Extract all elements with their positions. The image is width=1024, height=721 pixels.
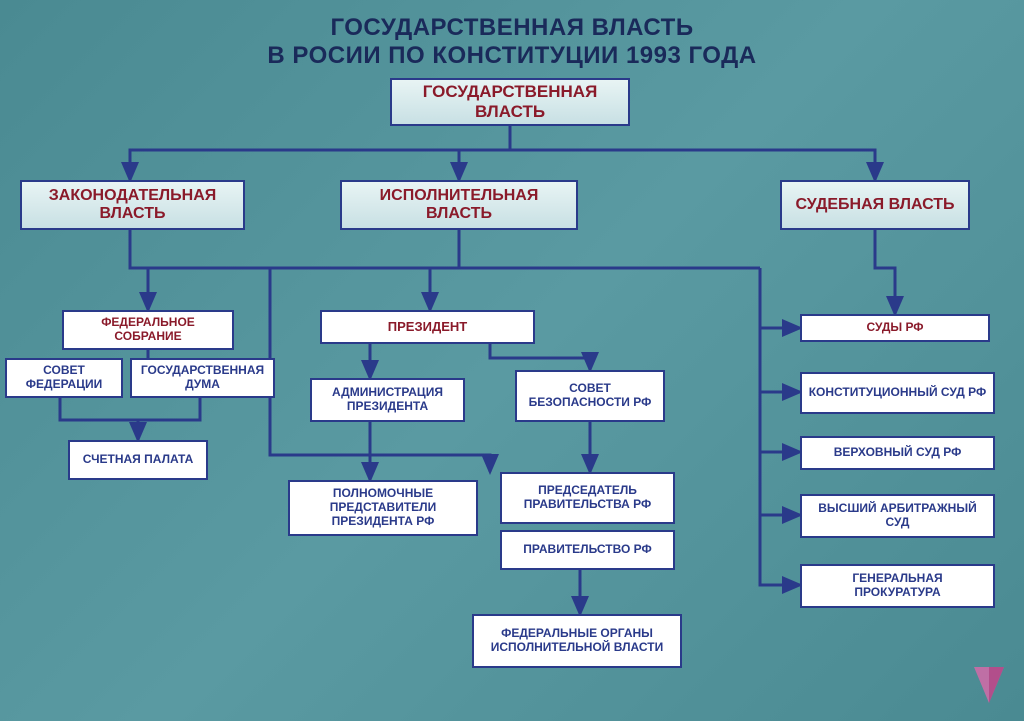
edge-16 [760, 328, 800, 392]
edge-3 [130, 230, 148, 310]
node-audit: СЧЕТНАЯ ПАЛАТА [68, 440, 208, 480]
node-courts: СУДЫ РФ [800, 314, 990, 342]
node-arbitration: ВЫСШИЙ АРБИТРАЖНЫЙ СУД [800, 494, 995, 538]
node-supreme: ВЕРХОВНЫЙ СУД РФ [800, 436, 995, 470]
node-fed_organs: ФЕДЕРАЛЬНЫЕ ОРГАНЫ ИСПОЛНИТЕЛЬНОЙ ВЛАСТИ [472, 614, 682, 668]
node-sovfed: СОВЕТ ФЕДЕРАЦИИ [5, 358, 123, 398]
edge-5 [875, 230, 895, 314]
title-line-2: В РОСИИ ПО КОНСТИТУЦИИ 1993 ГОДА [0, 42, 1024, 70]
node-fed_assembly: ФЕДЕРАЛЬНОЕ СОБРАНИЕ [62, 310, 234, 350]
edge-10 [490, 344, 590, 370]
edge-8 [138, 398, 200, 420]
edge-14 [270, 268, 490, 472]
node-const_court: КОНСТИТУЦИОННЫЙ СУД РФ [800, 372, 995, 414]
title-line-1: ГОСУДАРСТВЕННАЯ ВЛАСТЬ [0, 14, 1024, 42]
node-legislative: ЗАКОНОДАТЕЛЬНАЯ ВЛАСТЬ [20, 180, 245, 230]
edge-2 [510, 126, 875, 180]
node-root: ГОСУДАРСТВЕННАЯ ВЛАСТЬ [390, 78, 630, 126]
node-prosecutor: ГЕНЕРАЛЬНАЯ ПРОКУРАТУРА [800, 564, 995, 608]
node-duma: ГОСУДАРСТВЕННАЯ ДУМА [130, 358, 275, 398]
edge-7 [60, 398, 138, 440]
node-government: ПРАВИТЕЛЬСТВО РФ [500, 530, 675, 570]
node-admin: АДМИНИСТРАЦИЯ ПРЕЗИДЕНТА [310, 378, 465, 422]
watermark-icon [972, 661, 1006, 709]
edge-17 [760, 392, 800, 452]
node-plenipot: ПОЛНОМОЧНЫЕ ПРЕДСТАВИТЕЛИ ПРЕЗИДЕНТА РФ [288, 480, 478, 536]
node-executive: ИСПОЛНИТЕЛЬНАЯ ВЛАСТЬ [340, 180, 578, 230]
node-judicial: СУДЕБНАЯ ВЛАСТЬ [780, 180, 970, 230]
edge-15 [760, 268, 800, 328]
diagram-title: ГОСУДАРСТВЕННАЯ ВЛАСТЬ В РОСИИ ПО КОНСТИ… [0, 0, 1024, 78]
edge-0 [130, 126, 510, 180]
edge-4 [430, 230, 459, 310]
node-president: ПРЕЗИДЕНТ [320, 310, 535, 344]
node-pm: ПРЕДСЕДАТЕЛЬ ПРАВИТЕЛЬСТВА РФ [500, 472, 675, 524]
node-security: СОВЕТ БЕЗОПАСНОСТИ РФ [515, 370, 665, 422]
edge-1 [459, 126, 510, 180]
edge-19 [760, 515, 800, 585]
edge-18 [760, 452, 800, 515]
